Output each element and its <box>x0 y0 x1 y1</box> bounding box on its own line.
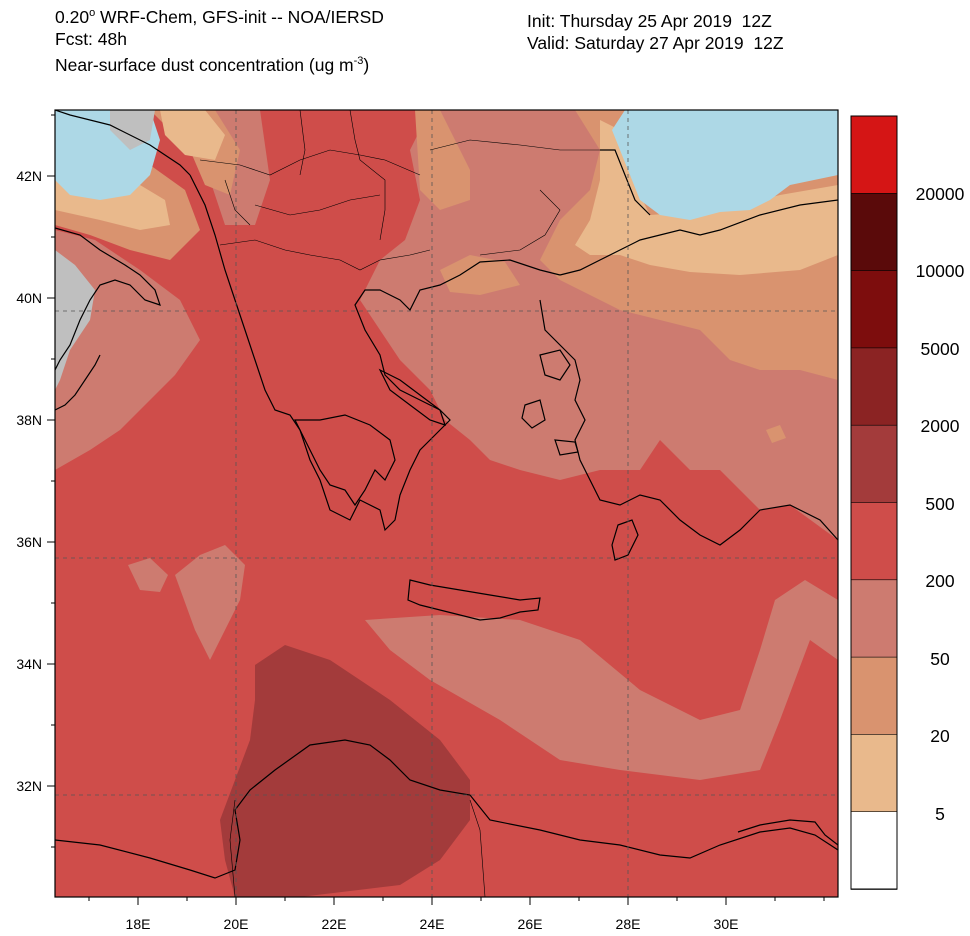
dust-20-50-thrace <box>440 255 520 295</box>
map-area <box>55 110 838 897</box>
coastlines <box>55 110 838 879</box>
italy-coast <box>55 227 161 371</box>
lat-label: 40N <box>16 290 42 306</box>
nodata-top <box>110 110 155 150</box>
colorbar <box>850 115 898 890</box>
lat-label: 32N <box>16 778 42 794</box>
colorbar-label: 5000 <box>921 339 960 359</box>
cyprus-coast <box>737 819 838 846</box>
header-right: Init: Thursday 25 Apr 2019 12Z Valid: Sa… <box>527 10 784 54</box>
colorbar-label: 20000 <box>916 184 965 204</box>
colorbar-segment <box>850 115 898 195</box>
model-resolution: 0.20 <box>55 6 90 27</box>
country-borders <box>199 110 600 897</box>
lon-label: 20E <box>224 916 249 932</box>
colorbar-segment <box>850 424 898 504</box>
colorbar-label: 5 <box>935 804 945 824</box>
lat-labels: 42N 40N 38N 36N 34N 32N <box>16 168 42 794</box>
border-10 <box>229 799 236 897</box>
rhodes <box>611 519 639 561</box>
lat-ticks <box>47 114 55 848</box>
colorbar-segment <box>850 270 898 349</box>
lon-label: 24E <box>420 916 445 932</box>
variable-close: ) <box>363 54 370 75</box>
lon-label: 22E <box>322 916 347 932</box>
map-frame <box>54 109 839 898</box>
lat-label: 42N <box>16 168 42 184</box>
colorbar-label: 50 <box>930 649 950 669</box>
border-8 <box>224 179 251 226</box>
forecast-hour: Fcst: 48h <box>55 28 127 49</box>
colorbar-segment <box>850 579 898 658</box>
header-left: 0.20o WRF-Chem, GFS-init -- NOA/IERSD Fc… <box>55 2 384 76</box>
lon-ticks <box>88 897 825 905</box>
unit-exponent: -3 <box>353 54 364 67</box>
colorbar-segment <box>850 656 898 736</box>
italy-heel <box>55 354 101 411</box>
lon-label: 28E <box>616 916 641 932</box>
lon-label: 18E <box>126 916 151 932</box>
lesvos <box>539 349 571 381</box>
dust-5-20-blacksea-s <box>575 120 838 275</box>
africa-coast <box>55 739 838 879</box>
greece-coast <box>189 174 561 532</box>
dust-50-200-south <box>365 580 838 780</box>
dust-20-50-north <box>415 110 470 210</box>
colorbar-segment <box>850 734 898 813</box>
model-title: WRF-Chem, GFS-init -- NOA/IERSD <box>95 6 384 27</box>
border-3 <box>219 239 431 271</box>
lat-label: 38N <box>16 412 42 428</box>
lon-labels: 18E 20E 22E 24E 26E 28E 30E <box>126 916 739 932</box>
adriatic-coast <box>55 110 191 176</box>
border-4 <box>349 110 386 241</box>
border-2 <box>254 194 381 216</box>
italy-land-nodata <box>55 250 95 390</box>
black-sea <box>612 110 838 220</box>
border-7 <box>299 110 306 176</box>
dust-50-200-west-patch <box>175 545 245 660</box>
colorbar-segment <box>850 347 898 426</box>
colorbar-segment <box>850 502 898 581</box>
black-sea-west-coast <box>600 149 651 216</box>
variable-name: Near-surface dust concentration (ug m <box>55 54 354 75</box>
valid-time: Valid: Saturday 27 Apr 2019 12Z <box>527 33 784 53</box>
colorbar-label: 200 <box>925 571 954 591</box>
colorbar-label: 500 <box>925 494 954 514</box>
colorbar-segment <box>850 811 898 890</box>
dust-20-50-patch <box>766 425 786 443</box>
lat-label: 34N <box>16 656 42 672</box>
colorbar-label: 20 <box>930 726 950 746</box>
gridlines <box>55 110 838 897</box>
peloponnese <box>294 414 396 507</box>
chios <box>521 399 546 429</box>
dust-50-200-tiny <box>128 558 168 592</box>
border-5 <box>429 139 600 151</box>
border-1 <box>199 149 421 176</box>
border-9 <box>469 799 486 897</box>
colorbar-label: 10000 <box>916 261 965 281</box>
lon-label: 30E <box>714 916 739 932</box>
dust-5-20-adriatic <box>160 110 225 160</box>
colorbar-frame <box>850 115 898 890</box>
init-time: Init: Thursday 25 Apr 2019 12Z <box>527 11 772 31</box>
colorbar-label: 2000 <box>921 416 960 436</box>
euboea <box>378 368 446 426</box>
crete <box>407 579 541 621</box>
border-6 <box>479 189 561 256</box>
lon-label: 26E <box>518 916 543 932</box>
turkey-aegean-coast <box>539 299 838 546</box>
lat-label: 36N <box>16 534 42 550</box>
colorbar-labels: 20000 10000 5000 2000 500 200 50 20 5 <box>916 184 965 824</box>
turkey-west-coast <box>559 199 838 276</box>
dust-500-2000-libya <box>220 645 470 897</box>
degree-sign: o <box>89 7 96 19</box>
colorbar-segment <box>850 193 898 272</box>
